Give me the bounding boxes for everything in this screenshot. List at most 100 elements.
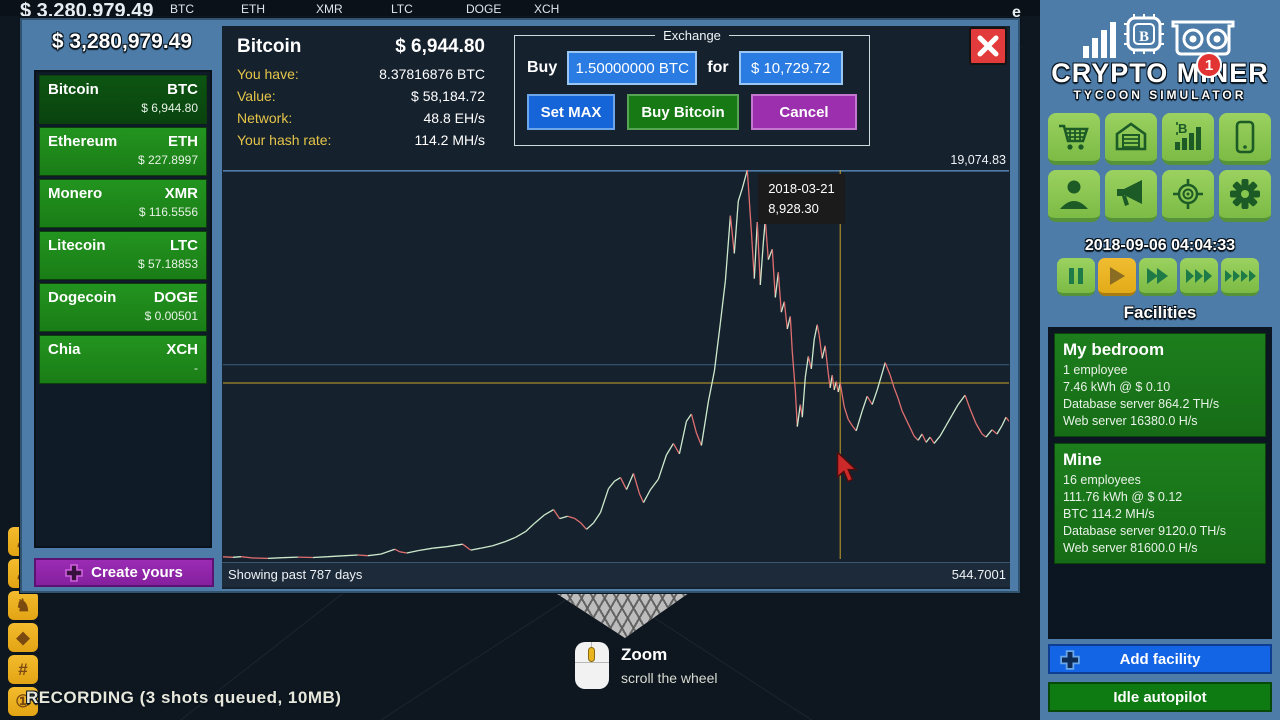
market-button[interactable]: B <box>1162 113 1214 165</box>
facility-line: 16 employees <box>1063 473 1141 487</box>
coin-ticker: BTC <box>167 81 198 98</box>
idle-autopilot-label: Idle autopilot <box>1113 688 1207 706</box>
shortcut-llama-button[interactable]: ♞ <box>8 591 38 620</box>
tab-doge[interactable]: DOGE <box>466 2 502 16</box>
coin-tile-dogecoin[interactable]: Dogecoin DOGE $ 0.00501 <box>39 283 207 332</box>
coin-tile-litecoin[interactable]: Litecoin LTC $ 57.18853 <box>39 231 207 280</box>
facility-line: Web server 81600.0 H/s <box>1063 541 1198 555</box>
price-chart-svg[interactable] <box>223 170 1009 559</box>
gear-icon <box>1230 179 1260 209</box>
speed-2x-button[interactable] <box>1139 258 1177 296</box>
fast-forward-3-icon <box>1186 268 1212 283</box>
facility-line: 7.46 kWh @ $ 0.10 <box>1063 380 1171 394</box>
coin-price: $ 116.5556 <box>138 205 198 219</box>
logo-title: CRYPTO MINER <box>1051 58 1269 88</box>
speed-3x-button[interactable] <box>1180 258 1218 296</box>
phone-button[interactable] <box>1219 113 1271 165</box>
staff-button[interactable] <box>1048 170 1100 222</box>
detail-label: Network: <box>237 110 293 126</box>
bitcoin-chart-icon: B <box>1175 121 1201 150</box>
close-icon <box>977 35 999 57</box>
settings-button[interactable] <box>1219 170 1271 222</box>
facility-card-mine[interactable]: Mine 16 employees 111.76 kWh @ $ 0.12 BT… <box>1054 443 1266 564</box>
chart-min-label: 544.7001 <box>951 567 1006 582</box>
mouse-icon <box>575 642 609 689</box>
notification-badge: 1 <box>1196 52 1222 78</box>
close-button[interactable] <box>969 27 1007 65</box>
coin-price: $ 0.00501 <box>144 309 198 323</box>
exchange-fieldset: Exchange Buy 1.50000000 BTC for $ 10,729… <box>514 28 870 146</box>
detail-value: $ 58,184.72 <box>411 88 485 104</box>
facility-name: My bedroom <box>1063 340 1165 359</box>
coin-name: Dogecoin <box>48 289 117 306</box>
coin-ticker: DOGE <box>153 289 198 306</box>
chart-footer: Showing past 787 days 544.7001 <box>222 562 1010 587</box>
coin-tile-chia[interactable]: Chia XCH - <box>39 335 207 384</box>
zoom-hint: Zoom scroll the wheel <box>575 642 718 689</box>
coin-name: Litecoin <box>48 237 106 254</box>
target-button[interactable] <box>1162 170 1214 222</box>
shop-button[interactable] <box>1048 113 1100 165</box>
add-facility-label: Add facility <box>1119 650 1201 668</box>
tab-xmr[interactable]: XMR <box>316 2 343 16</box>
cost-input[interactable]: $ 10,729.72 <box>738 51 843 85</box>
fast-forward-4-icon <box>1225 269 1256 282</box>
play-icon <box>1110 266 1125 285</box>
tab-eth[interactable]: ETH <box>241 2 265 16</box>
llama-icon: ♞ <box>15 595 31 615</box>
coin-detail-price: $ 6,944.80 <box>395 36 485 57</box>
tooltip-value: 8,928.30 <box>768 201 819 217</box>
coin-price: $ 227.8997 <box>137 153 198 167</box>
coin-price: $ 57.18853 <box>137 257 198 271</box>
marketing-button[interactable] <box>1105 170 1157 222</box>
chip-bitcoin-icon: B <box>1124 14 1164 54</box>
warehouse-button[interactable] <box>1105 113 1157 165</box>
coin-tile-monero[interactable]: Monero XMR $ 116.5556 <box>39 179 207 228</box>
background-text-fragment: e <box>1012 4 1021 21</box>
shortcut-diamond-button[interactable]: ◆ <box>8 623 38 652</box>
facility-line: 111.76 kWh @ $ 0.12 <box>1063 490 1183 504</box>
buy-bitcoin-button[interactable]: Buy Bitcoin <box>627 94 739 130</box>
speed-4x-button[interactable] <box>1221 258 1259 296</box>
coin-list: Bitcoin BTC $ 6,944.80 Ethereum ETH $ 227.… <box>34 70 212 548</box>
coin-name: Monero <box>48 185 103 202</box>
create-yours-button[interactable]: Create yours <box>34 558 214 587</box>
play-button[interactable] <box>1098 258 1136 296</box>
facility-line: Database server 864.2 TH/s <box>1063 397 1220 411</box>
diamond-icon: ◆ <box>16 627 30 647</box>
amount-input[interactable]: 1.50000000 BTC <box>567 51 698 85</box>
tab-btc[interactable]: BTC <box>170 2 194 16</box>
tab-xch[interactable]: XCH <box>534 2 560 16</box>
phone-icon <box>1235 120 1255 154</box>
detail-value: 48.8 EH/s <box>423 110 485 126</box>
speed-1-icon: ① <box>15 691 31 711</box>
coin-detail: Bitcoin $ 6,944.80 You have: 8.37816876 B… <box>237 36 485 151</box>
background-top-bar: $ 3,280,979.49 BTC ETH XMR LTC DOGE XCH <box>0 0 1040 16</box>
cancel-button[interactable]: Cancel <box>751 94 857 130</box>
buy-label: Buy <box>527 59 558 76</box>
create-yours-label: Create yours <box>91 564 183 581</box>
sidebar: B CRYPTO MINER TYCOON SIMULATOR <box>1040 0 1280 720</box>
pause-button[interactable] <box>1057 258 1095 296</box>
logo-subtitle: TYCOON SIMULATOR <box>1073 88 1247 102</box>
set-max-button[interactable]: Set MAX <box>527 94 615 130</box>
coin-tile-ethereum[interactable]: Ethereum ETH $ 227.8997 <box>39 127 207 176</box>
coin-tile-bitcoin[interactable]: Bitcoin BTC $ 6,944.80 <box>39 75 207 124</box>
fast-forward-2-icon <box>1147 267 1168 284</box>
exchange-modal: $ 3,280,979.49 Bitcoin BTC $ 6,944.80 Eth… <box>20 18 1020 593</box>
add-facility-button[interactable]: Add facility <box>1048 644 1272 674</box>
detail-value: 114.2 MH/s <box>414 132 485 148</box>
tab-ltc[interactable]: LTC <box>391 2 413 16</box>
recording-status: RECORDING (3 shots queued, 10MB) <box>26 688 342 707</box>
shortcut-speed-button[interactable]: ① <box>8 687 38 716</box>
shortcut-hash-button[interactable]: # <box>8 655 38 684</box>
facility-line: Database server 9120.0 TH/s <box>1063 524 1227 538</box>
for-label: for <box>707 59 729 76</box>
game-logo: B CRYPTO MINER TYCOON SIMULATOR <box>1040 6 1280 102</box>
facility-card-my-bedroom[interactable]: My bedroom 1 employee 7.46 kWh @ $ 0.10 … <box>1054 333 1266 437</box>
coin-name: Chia <box>48 341 81 358</box>
chart-max-label: 19,074.83 <box>950 153 1006 167</box>
plus-icon <box>1060 650 1080 670</box>
idle-autopilot-button[interactable]: Idle autopilot <box>1048 682 1272 712</box>
